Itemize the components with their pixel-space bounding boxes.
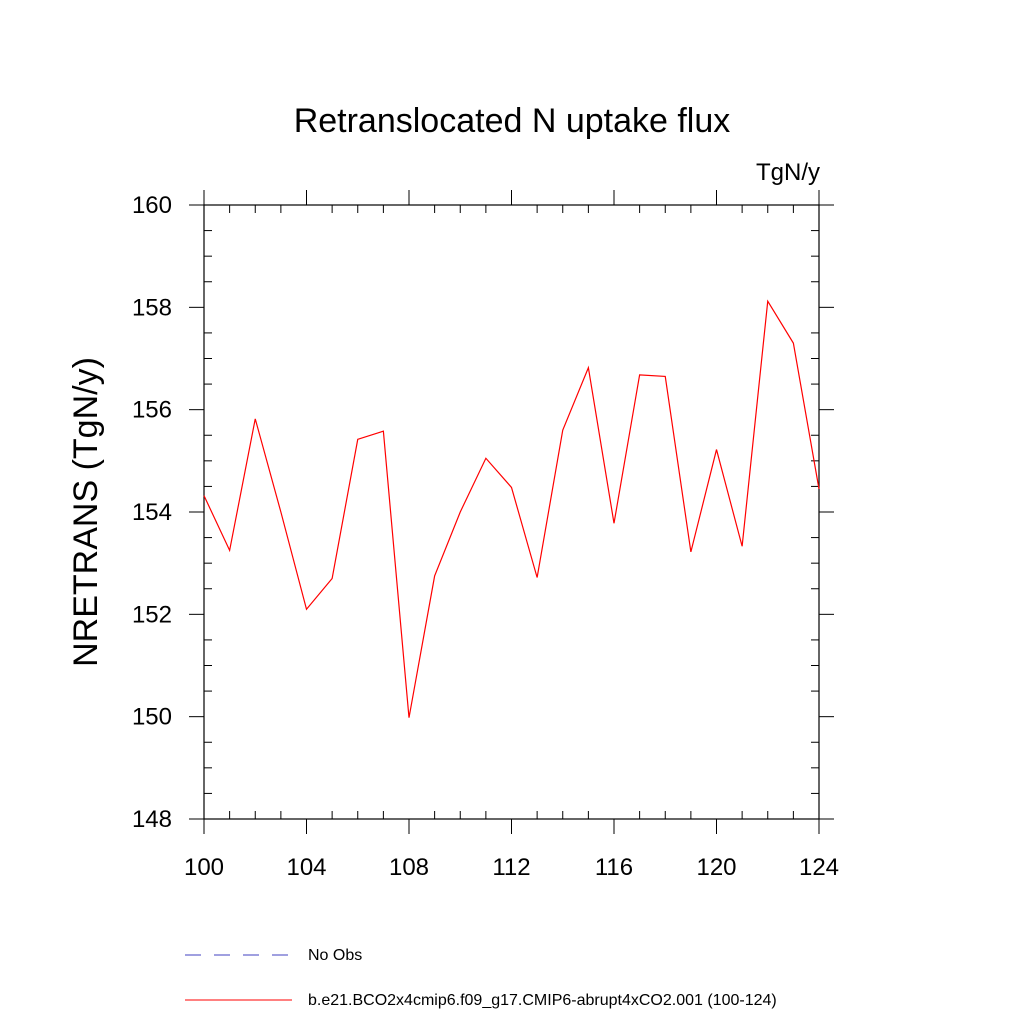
y-tick-label: 152 — [132, 601, 172, 628]
legend-label: b.e21.BCO2x4cmip6.f09_g17.CMIP6-abrupt4x… — [308, 992, 777, 1009]
y-tick-label: 160 — [132, 192, 172, 219]
x-tick-label: 116 — [595, 854, 633, 881]
legend-label: No Obs — [308, 947, 362, 964]
y-tick-label: 154 — [132, 499, 172, 526]
legend: No Obs b.e21.BCO2x4cmip6.f09_g17.CMIP6-ab… — [185, 947, 777, 1009]
y-tick-label: 150 — [132, 704, 172, 731]
units-label: TgN/y — [756, 159, 820, 186]
x-tick-label: 124 — [799, 854, 839, 881]
x-tick-label: 100 — [184, 854, 224, 881]
y-tick-label: 148 — [132, 806, 172, 833]
y-axis-label: NRETRANS (TgN/y) — [67, 357, 105, 667]
tick-labels-group: 100 104 108 112 116 120 124 148 150 152 154 156 158 1… — [132, 192, 839, 881]
ticks-group — [189, 190, 834, 834]
x-tick-label: 112 — [492, 854, 530, 881]
data-series-line — [203, 299, 820, 718]
plot-frame — [203, 204, 820, 820]
chart-title: Retranslocated N uptake flux — [294, 102, 731, 140]
x-tick-label: 120 — [696, 854, 736, 881]
y-tick-label: 158 — [132, 294, 172, 321]
x-tick-label: 104 — [286, 854, 326, 881]
x-tick-label: 108 — [389, 854, 429, 881]
y-tick-label: 156 — [132, 397, 172, 424]
series-group — [203, 299, 820, 718]
